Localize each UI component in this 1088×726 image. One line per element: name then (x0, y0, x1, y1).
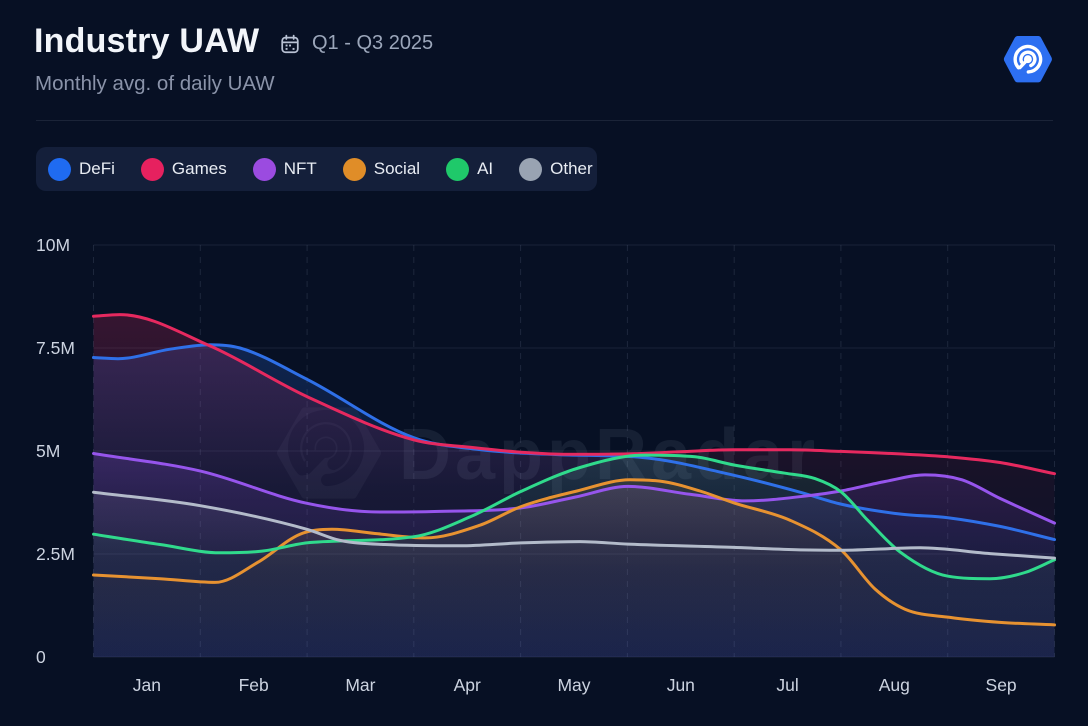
svg-text:Jul: Jul (776, 675, 798, 695)
svg-text:Jun: Jun (667, 675, 695, 695)
svg-text:Jan: Jan (133, 675, 161, 695)
svg-text:Feb: Feb (239, 675, 269, 695)
svg-text:10M: 10M (36, 235, 70, 255)
svg-text:2.5M: 2.5M (36, 544, 75, 564)
svg-text:Apr: Apr (454, 675, 481, 695)
svg-text:7.5M: 7.5M (36, 338, 75, 358)
svg-text:5M: 5M (36, 441, 60, 461)
svg-text:Aug: Aug (879, 675, 910, 695)
svg-text:Mar: Mar (345, 675, 375, 695)
svg-text:May: May (557, 675, 590, 695)
svg-text:Sep: Sep (986, 675, 1017, 695)
svg-text:0: 0 (36, 647, 46, 667)
